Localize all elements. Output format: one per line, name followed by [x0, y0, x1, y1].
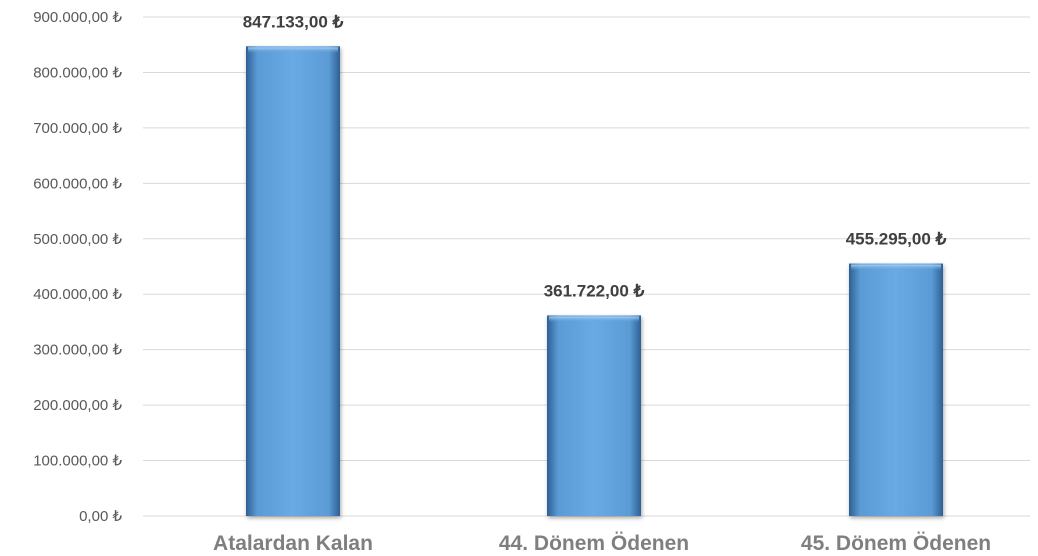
y-tick-label: 500.000,00 ₺	[33, 231, 122, 248]
x-tick-label: 44. Dönem Ödenen	[499, 532, 689, 555]
y-tick-label: 800.000,00 ₺	[33, 64, 122, 81]
y-tick-label: 600.000,00 ₺	[33, 175, 122, 192]
data-label: 847.133,00 ₺	[243, 12, 344, 31]
bar	[246, 46, 340, 516]
bar	[547, 315, 641, 516]
y-tick-label: 900.000,00 ₺	[33, 9, 122, 26]
y-axis: 0,00 ₺ 100.000,00 ₺ 200.000,00 ₺ 300.000,00…	[33, 9, 122, 525]
bar	[849, 263, 943, 516]
x-tick-label: Atalardan Kalan	[213, 532, 373, 555]
data-labels: 847.133,00 ₺ 361.722,00 ₺ 455.295,00 ₺	[243, 12, 947, 300]
bar-highlight	[851, 264, 941, 271]
y-tick-label: 400.000,00 ₺	[33, 286, 122, 303]
y-tick-label: 300.000,00 ₺	[33, 342, 122, 359]
y-tick-label: 700.000,00 ₺	[33, 120, 122, 137]
bar-highlight	[248, 47, 338, 54]
data-label: 455.295,00 ₺	[846, 230, 947, 249]
bars	[246, 46, 943, 516]
data-label: 361.722,00 ₺	[544, 281, 645, 300]
y-tick-label: 200.000,00 ₺	[33, 397, 122, 414]
y-tick-label: 0,00 ₺	[79, 508, 122, 525]
y-tick-label: 100.000,00 ₺	[33, 453, 122, 470]
bar-highlight	[549, 316, 639, 323]
x-axis: Atalardan Kalan 44. Dönem Ödenen 45. Dönem…	[213, 532, 991, 555]
x-tick-label: 45. Dönem Ödenen	[801, 532, 991, 555]
